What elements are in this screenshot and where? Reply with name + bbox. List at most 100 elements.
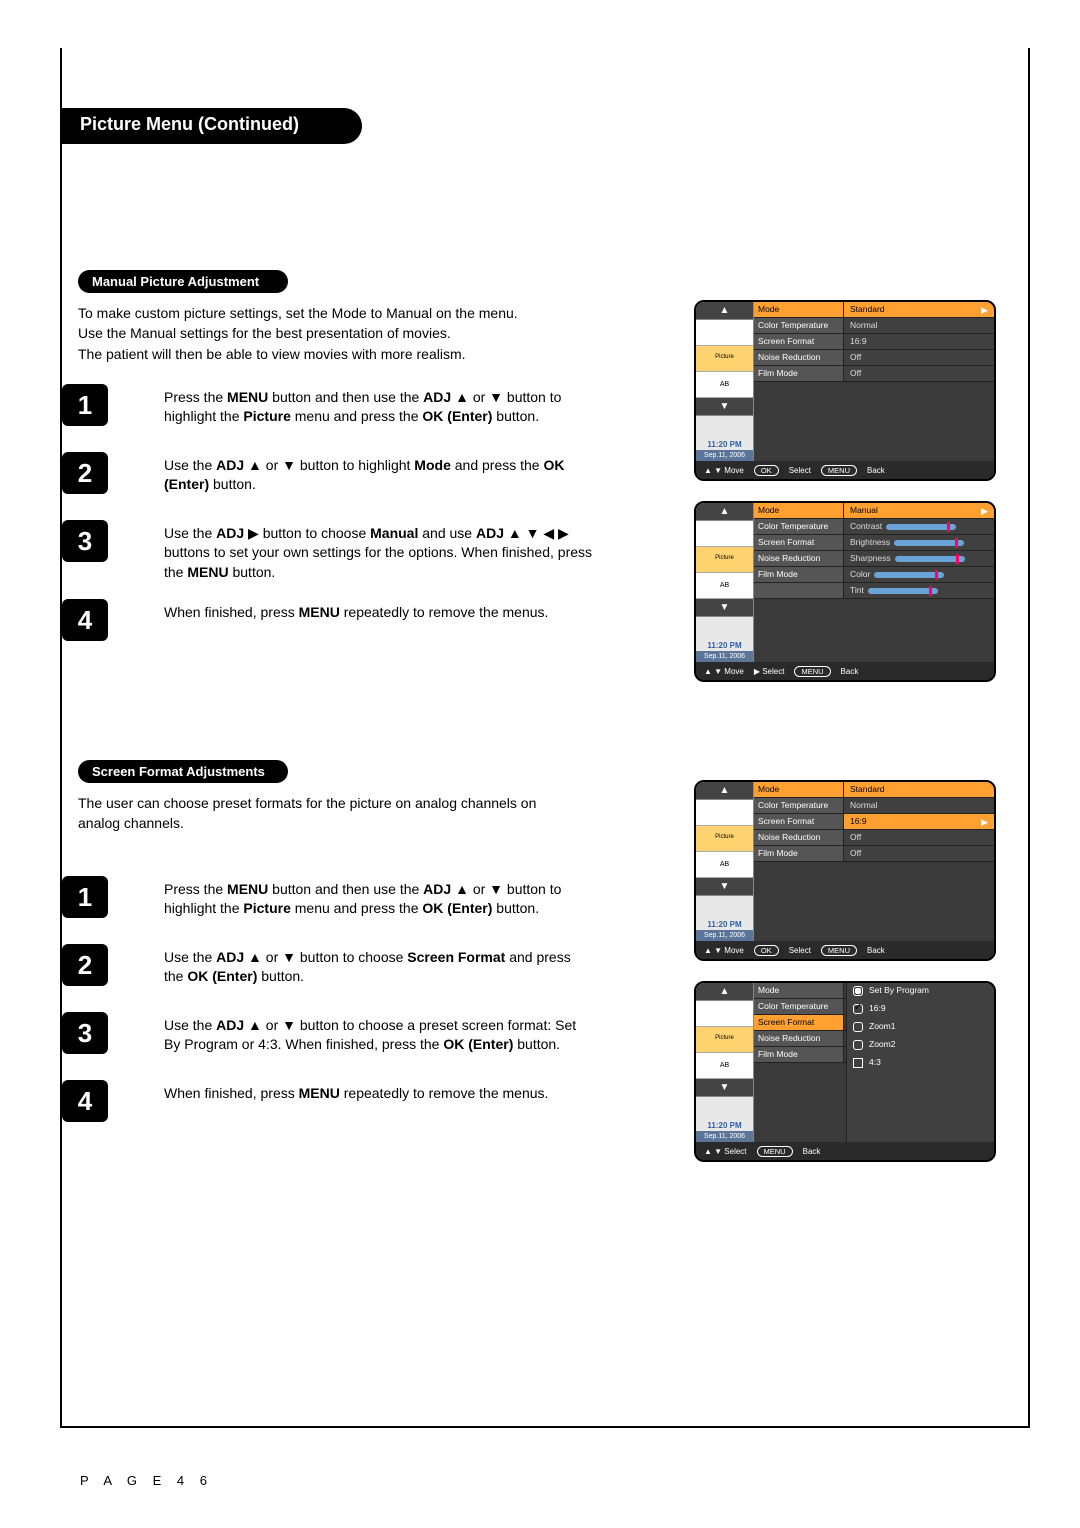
step-number: 3: [62, 1012, 108, 1054]
osd-column-2: ▲ AB ▼ 11:20 PM Sep.11, 2006 Mode Standa…: [694, 780, 996, 1182]
down-arrow-icon: ▼: [696, 878, 753, 896]
osd-cell-value: Brightness: [844, 535, 994, 550]
sidebar-icon-picture: [696, 826, 753, 852]
osd-foot-pill: MENU: [821, 945, 857, 956]
osd-cell-value: Normal: [844, 798, 994, 813]
section-manual-picture: Manual Picture Adjustment To make custom…: [78, 270, 1018, 671]
osd-sidebar: ▲ AB ▼ 11:20 PM Sep.11, 2006: [696, 503, 754, 662]
step-text: Use the ADJ ▲ or ▼ button to choose a pr…: [164, 1016, 594, 1055]
osd-cell-label: Film Mode: [754, 366, 844, 381]
osd-cell-value: Off: [844, 350, 994, 365]
osd-cell-value: 16:9▶: [844, 814, 994, 829]
osd-row: Noise Reduction Off: [754, 350, 994, 366]
slider: [894, 540, 964, 546]
osd-time: 11:20 PM: [696, 916, 753, 930]
osd-cell-value: Normal: [844, 318, 994, 333]
step-number: 1: [62, 384, 108, 426]
osd-cell-label: Screen Format: [754, 334, 844, 349]
osd-cell-label: Screen Format: [754, 535, 844, 550]
osd-cell-label: Mode: [754, 503, 844, 518]
osd-foot-label: ▲ ▼ Move: [704, 667, 744, 676]
osd-foot-label: Select: [789, 466, 811, 475]
sidebar-icon: AB: [696, 573, 753, 599]
osd-screenshot-3: ▲ AB ▼ 11:20 PM Sep.11, 2006 Mode Standa…: [694, 780, 996, 961]
osd-screenshot-1: ▲ AB ▼ 11:20 PM Sep.11, 2006 Mode Standa…: [694, 300, 996, 481]
osd-cell-label: Color Temperature: [754, 519, 844, 534]
osd-option: Zoom1: [847, 1019, 994, 1037]
osd-foot-label: Back: [867, 466, 885, 475]
osd-option: 16:9: [847, 1001, 994, 1019]
right-arrow-icon: ▶: [981, 817, 988, 828]
sidebar-icon: AB: [696, 1053, 753, 1079]
osd-foot-label: ▶ Select: [754, 667, 785, 676]
osd-cell-value: Tint: [844, 583, 994, 598]
osd-date: Sep.11, 2006: [696, 450, 753, 461]
page-frame: [60, 48, 1030, 1428]
osd-row: Mode Standard▶: [754, 302, 994, 318]
slider: [874, 572, 944, 578]
step-number: 1: [62, 876, 108, 918]
osd-date: Sep.11, 2006: [696, 651, 753, 662]
sidebar-icon: [696, 521, 753, 547]
intro-line: The patient will then be able to view mo…: [78, 344, 578, 364]
osd-cell-value: 16:9: [844, 334, 994, 349]
section-heading-2: Screen Format Adjustments: [78, 760, 288, 783]
step-text: Use the ADJ ▶ button to choose Manual an…: [164, 524, 594, 583]
step-text: When finished, press MENU repeatedly to …: [164, 603, 594, 623]
sidebar-icon: AB: [696, 852, 753, 878]
osd-foot-label: ▲ ▼ Move: [704, 946, 744, 955]
osd-row: Screen Format 16:9▶: [754, 814, 994, 830]
osd-cell-label: Noise Reduction: [754, 551, 844, 566]
osd-cell-value: Contrast: [844, 519, 994, 534]
osd-cell-label: Noise Reduction: [754, 830, 844, 845]
osd-row: Screen Format 16:9: [754, 334, 994, 350]
osd-option: Zoom2: [847, 1037, 994, 1055]
osd-sidebar: ▲ AB ▼ 11:20 PM Sep.11, 2006: [696, 302, 754, 461]
osd-row: Mode Standard: [754, 782, 994, 798]
osd-foot-label: ▲ ▼ Move: [704, 466, 744, 475]
osd-cell-label: Screen Format: [754, 814, 844, 829]
osd-date: Sep.11, 2006: [696, 1131, 753, 1142]
right-arrow-icon: ▶: [981, 506, 988, 517]
step-number: 2: [62, 944, 108, 986]
intro-line: The user can choose preset formats for t…: [78, 793, 578, 834]
osd-cell-label: [754, 583, 844, 598]
down-arrow-icon: ▼: [696, 599, 753, 617]
osd-foot-label: ▲ ▼ Select: [704, 1147, 747, 1156]
osd-footer: ▲ ▼ MoveOKSelectMENUBack: [696, 941, 994, 959]
down-arrow-icon: ▼: [696, 1079, 753, 1097]
slider: [886, 524, 956, 530]
osd-cell-label: Noise Reduction: [754, 350, 844, 365]
osd-foot-pill: MENU: [794, 666, 830, 677]
osd-footer: ▲ ▼ Move▶ SelectMENUBack: [696, 662, 994, 680]
down-arrow-icon: ▼: [696, 398, 753, 416]
osd-option: 4:3: [847, 1055, 994, 1073]
osd-cell-label: Color Temperature: [754, 999, 844, 1014]
sidebar-icon-picture: [696, 1027, 753, 1053]
section1-intro: To make custom picture settings, set the…: [78, 303, 578, 364]
step-number: 3: [62, 520, 108, 562]
up-arrow-icon: ▲: [696, 503, 753, 521]
osd-cell-value: Off: [844, 830, 994, 845]
section-heading-1: Manual Picture Adjustment: [78, 270, 288, 293]
osd-row: Noise Reduction Off: [754, 830, 994, 846]
osd-time: 11:20 PM: [696, 1117, 753, 1131]
osd-cell-value: Standard▶: [844, 302, 994, 317]
osd-cell-label: Film Mode: [754, 1047, 844, 1062]
osd-cell-label: Noise Reduction: [754, 1031, 844, 1046]
step-text: Press the MENU button and then use the A…: [164, 880, 594, 919]
right-arrow-icon: ▶: [981, 305, 988, 316]
osd-foot-label: Back: [867, 946, 885, 955]
step-number: 2: [62, 452, 108, 494]
osd-row: Mode Manual▶: [754, 503, 994, 519]
osd-screenshot-4: ▲ AB ▼ 11:20 PM Sep.11, 2006 ModeColor T…: [694, 981, 996, 1162]
section2-intro: The user can choose preset formats for t…: [78, 793, 578, 834]
up-arrow-icon: ▲: [696, 983, 753, 1001]
sidebar-icon-picture: [696, 346, 753, 372]
osd-foot-label: Select: [789, 946, 811, 955]
step-text: Press the MENU button and then use the A…: [164, 388, 594, 427]
osd-cell-label: Color Temperature: [754, 318, 844, 333]
up-arrow-icon: ▲: [696, 782, 753, 800]
osd-cell-label: Color Temperature: [754, 798, 844, 813]
step-text: Use the ADJ ▲ or ▼ button to highlight M…: [164, 456, 594, 495]
